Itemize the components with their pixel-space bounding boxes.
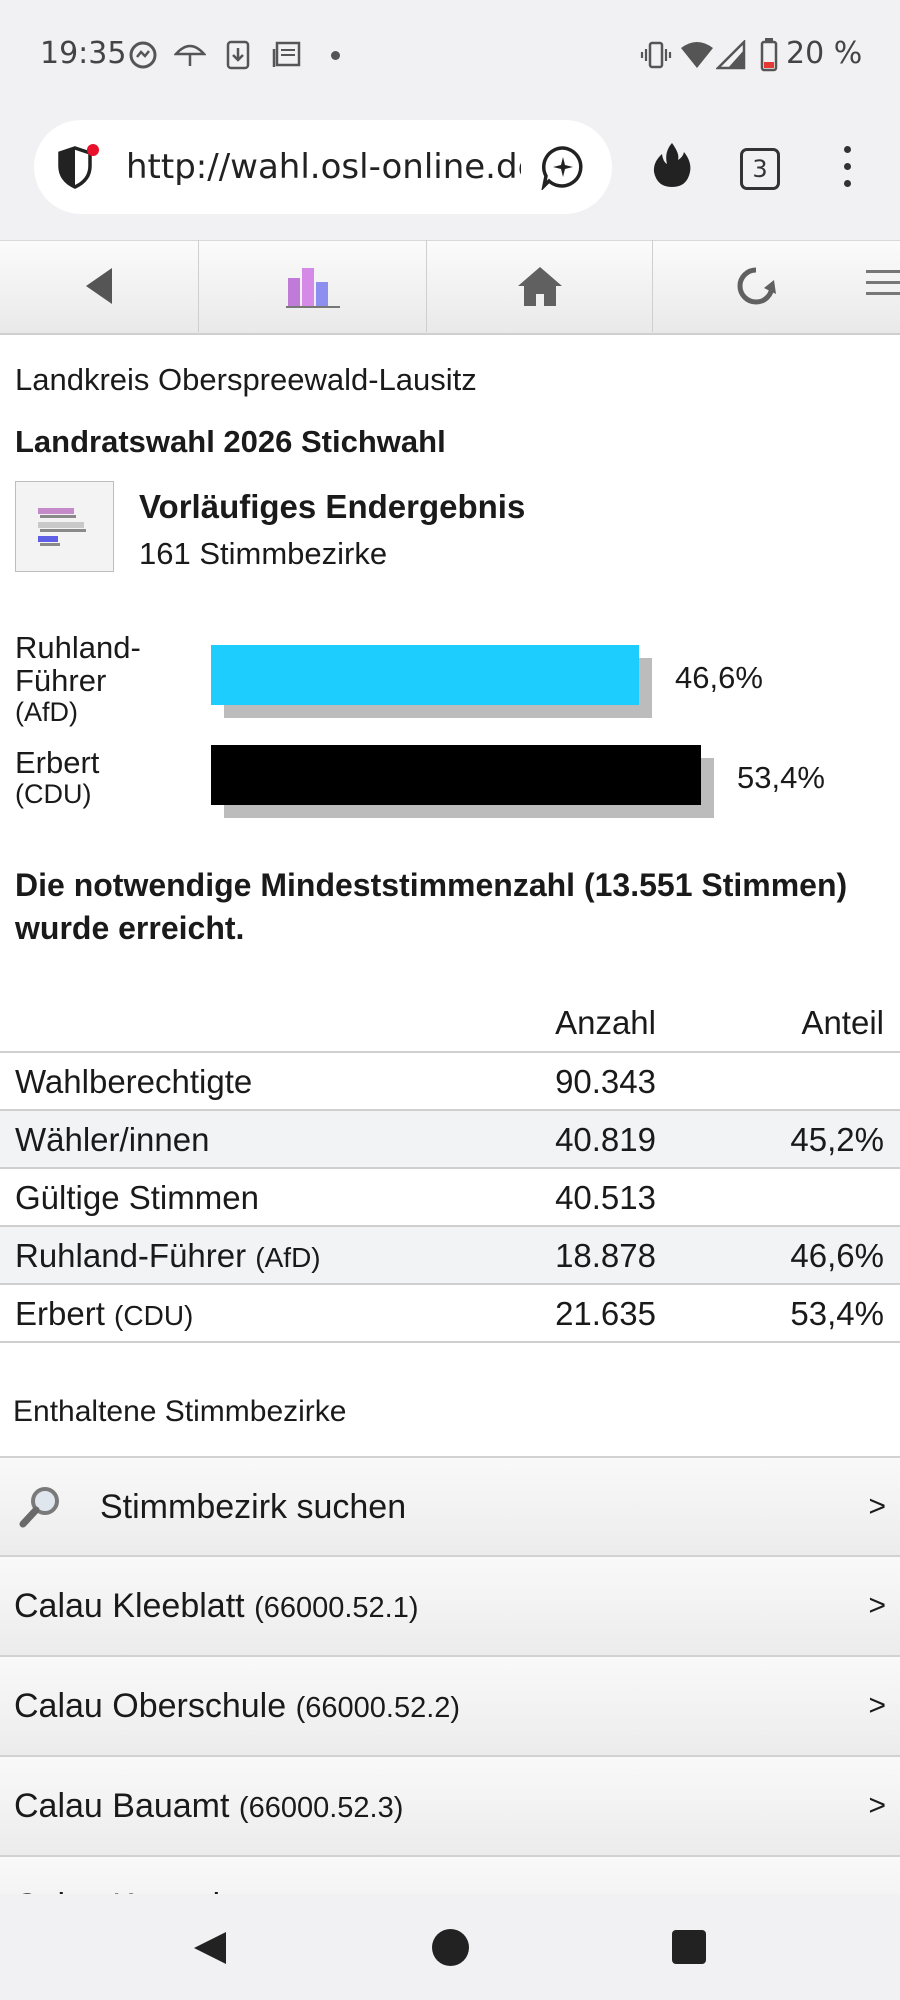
nav-recents-icon[interactable] bbox=[672, 1930, 706, 1964]
nav-home-icon[interactable] bbox=[432, 1929, 469, 1966]
chevron-right-icon: > bbox=[868, 1490, 886, 1523]
address-bar[interactable] bbox=[34, 120, 612, 214]
bar-percent-label: 53,4% bbox=[737, 760, 825, 795]
table-row: Wahlberechtigte 90.343 bbox=[0, 1051, 900, 1110]
row-count: 18.878 bbox=[555, 1237, 656, 1274]
table-row: Erbert (CDU) 21.635 53,4% bbox=[0, 1283, 900, 1342]
vibrate-icon bbox=[640, 40, 672, 75]
election-title: Landratswahl 2026 Stichwahl bbox=[15, 424, 446, 459]
table-header: Anzahl Anteil bbox=[0, 1000, 900, 1050]
precinct-label: Calau Kleeblatt (66000.52.1) bbox=[14, 1587, 419, 1625]
precincts-heading: Enthaltene Stimmbezirke bbox=[13, 1395, 347, 1428]
row-label: Ruhland-Führer (AfD) bbox=[15, 1237, 321, 1274]
precincts-count: 161 Stimmbezirke bbox=[139, 536, 388, 571]
chevron-right-icon: > bbox=[868, 1589, 886, 1622]
table-row: Wähler/innen 40.819 45,2% bbox=[0, 1109, 900, 1168]
horizontal-bars-icon bbox=[38, 508, 86, 546]
table-bottom-border bbox=[0, 1341, 900, 1343]
reload-icon bbox=[737, 267, 776, 305]
table-row: Gültige Stimmen 40.513 bbox=[0, 1167, 900, 1226]
reload-button[interactable] bbox=[653, 240, 859, 332]
row-label: Wahlberechtigte bbox=[15, 1063, 253, 1100]
result-bar-1 bbox=[211, 745, 701, 805]
site-toolbar bbox=[0, 240, 900, 335]
row-label: Wähler/innen bbox=[15, 1121, 210, 1158]
download-icon bbox=[226, 40, 250, 75]
status-time: 19:35 bbox=[40, 36, 127, 71]
header-anteil: Anteil bbox=[801, 1004, 884, 1041]
toolbar-divider bbox=[426, 240, 427, 332]
precinct-search-row[interactable]: Stimmbezirk suchen > bbox=[0, 1456, 900, 1556]
dot-icon bbox=[331, 51, 340, 60]
view-toggle-button[interactable] bbox=[15, 481, 114, 572]
chart-button[interactable] bbox=[199, 240, 426, 332]
precinct-label: Calau Oberschule (66000.52.2) bbox=[14, 1687, 461, 1725]
battery-percent: 20 % bbox=[786, 36, 863, 71]
precinct-item[interactable]: Calau Oberschule (66000.52.2) > bbox=[0, 1655, 900, 1755]
news-icon bbox=[272, 41, 302, 74]
chevron-right-icon: > bbox=[868, 1789, 886, 1822]
back-button[interactable] bbox=[0, 240, 198, 332]
result-status: Vorläufiges Endergebnis bbox=[139, 488, 526, 525]
home-icon bbox=[517, 267, 562, 306]
precinct-label: Calau Bauamt (66000.52.3) bbox=[14, 1787, 404, 1825]
row-share: 53,4% bbox=[790, 1295, 884, 1332]
result-bar-0 bbox=[211, 645, 639, 705]
hamburger-icon[interactable] bbox=[866, 270, 900, 295]
magnifier-icon bbox=[18, 1484, 64, 1535]
row-count: 90.343 bbox=[555, 1063, 656, 1100]
tab-count-button[interactable]: 3 bbox=[740, 148, 780, 190]
threshold-notice: Die notwendige Mindeststimmenzahl (13.55… bbox=[15, 867, 848, 946]
header-anzahl: Anzahl bbox=[555, 1004, 656, 1041]
menu-icon[interactable] bbox=[844, 146, 852, 197]
row-label: Gültige Stimmen bbox=[15, 1179, 259, 1216]
row-count: 40.819 bbox=[555, 1121, 656, 1158]
bar-chart-icon bbox=[285, 268, 340, 308]
toolbar-divider bbox=[198, 240, 199, 332]
back-arrow-icon bbox=[86, 268, 112, 304]
row-count: 40.513 bbox=[555, 1179, 656, 1216]
nav-back-icon[interactable] bbox=[190, 1928, 230, 1973]
row-count: 21.635 bbox=[555, 1295, 656, 1332]
shield-icon[interactable] bbox=[54, 142, 100, 197]
row-label: Erbert (CDU) bbox=[15, 1295, 194, 1332]
messenger-icon bbox=[128, 40, 158, 75]
signal-icon bbox=[714, 38, 746, 75]
umbrella-icon bbox=[173, 40, 207, 75]
precinct-item[interactable]: Calau Bauamt (66000.52.3) > bbox=[0, 1755, 900, 1855]
status-bar bbox=[0, 0, 900, 110]
precinct-search-label: Stimmbezirk suchen bbox=[100, 1488, 407, 1526]
url-text[interactable]: http://wahl.osl-online.de/… bbox=[126, 147, 521, 187]
precinct-item[interactable]: Calau Kleeblatt (66000.52.1) > bbox=[0, 1555, 900, 1655]
home-button[interactable] bbox=[427, 240, 652, 332]
candidate-label-afd: Ruhland- Führer (AfD) bbox=[15, 630, 141, 727]
candidate-label-cdu: Erbert (CDU) bbox=[15, 745, 100, 809]
row-share: 46,6% bbox=[790, 1237, 884, 1274]
wifi-icon bbox=[680, 40, 714, 75]
bar-percent-label: 46,6% bbox=[675, 660, 763, 695]
chevron-right-icon: > bbox=[868, 1689, 886, 1722]
row-share: 45,2% bbox=[790, 1121, 884, 1158]
assistant-icon[interactable] bbox=[540, 144, 586, 195]
table-row: Ruhland-Führer (AfD) 18.878 46,6% bbox=[0, 1225, 900, 1284]
battery-icon bbox=[760, 38, 778, 77]
district-name: Landkreis Oberspreewald-Lausitz bbox=[15, 362, 477, 397]
fire-icon[interactable] bbox=[650, 140, 694, 195]
toolbar-divider bbox=[652, 240, 653, 332]
